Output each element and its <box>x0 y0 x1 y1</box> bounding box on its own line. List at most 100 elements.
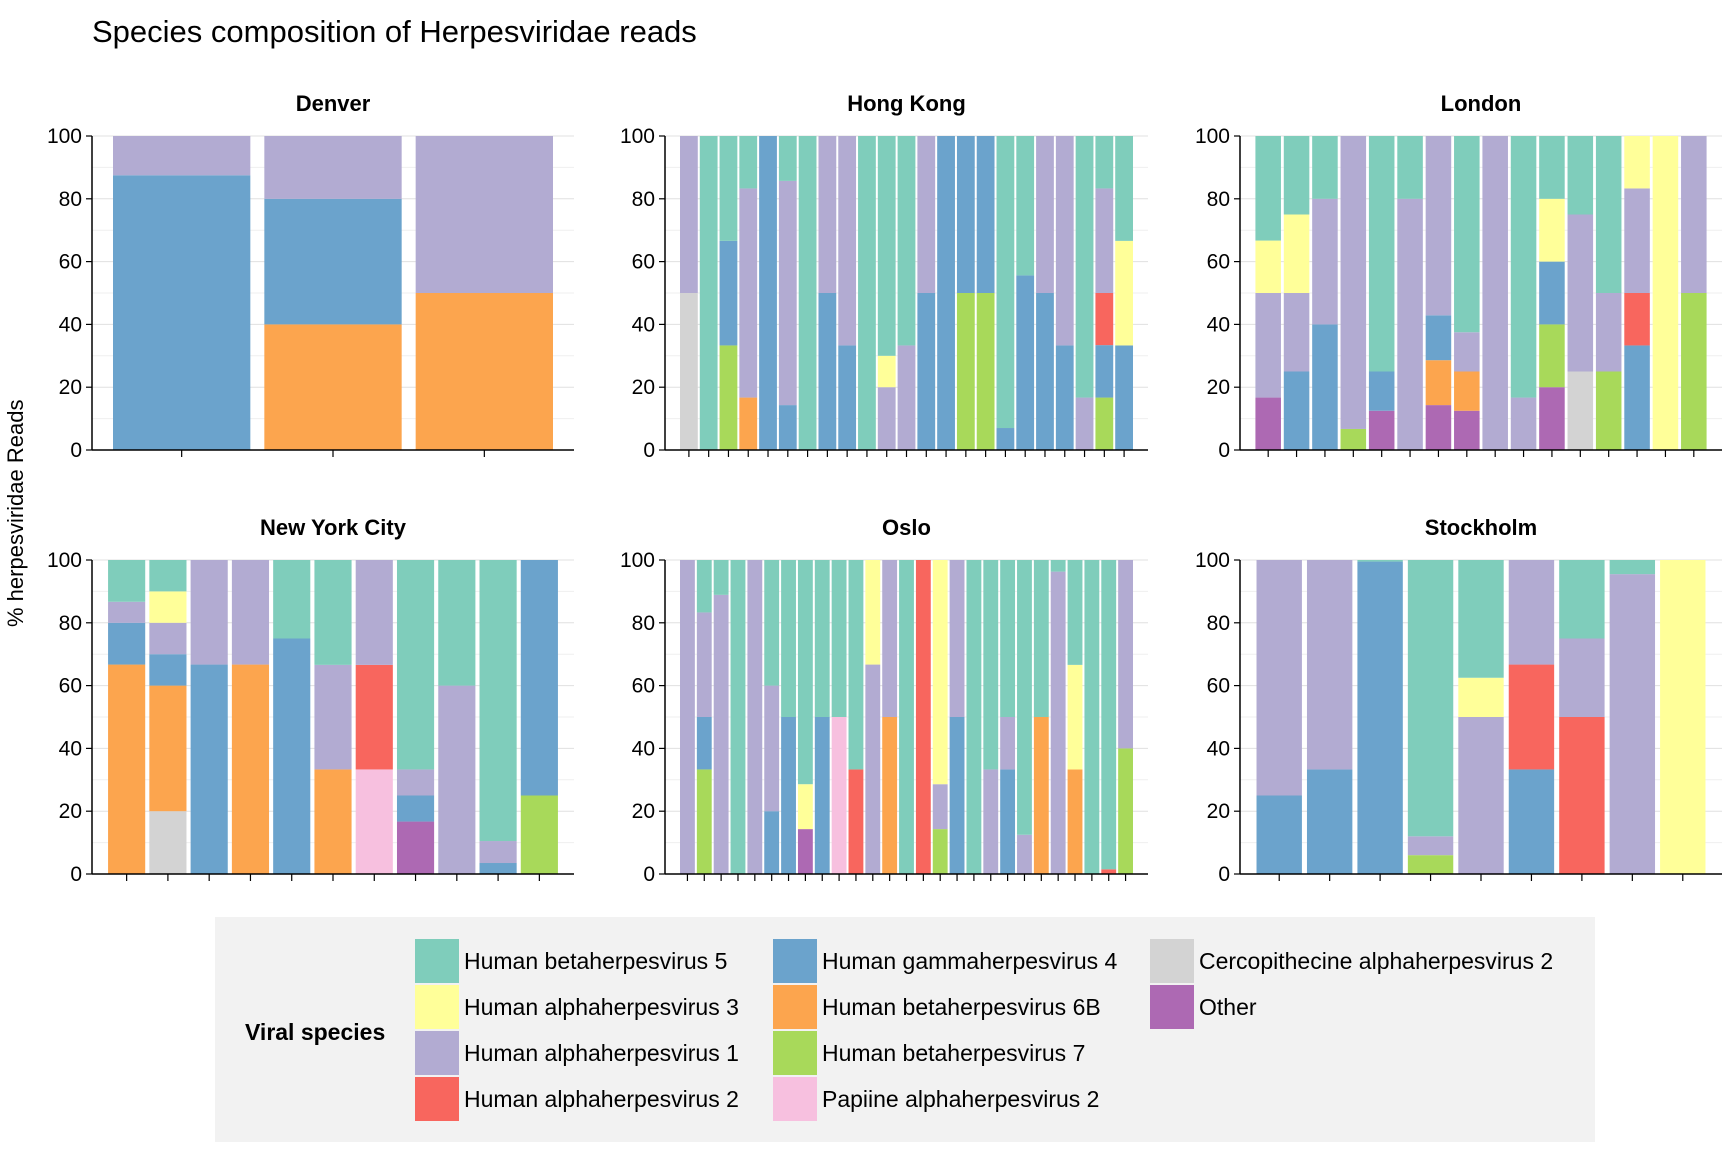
bar-segment <box>1283 136 1310 215</box>
y-tick-label: 60 <box>1207 675 1230 698</box>
bar-segment <box>520 560 558 796</box>
bar-segment <box>264 198 402 325</box>
bar-segment <box>1306 769 1353 874</box>
bar-segment <box>231 664 270 874</box>
bar-segment <box>1609 560 1656 575</box>
bar-segment <box>415 293 553 450</box>
y-tick-label: 0 <box>643 863 655 886</box>
bar-segment <box>713 560 729 595</box>
legend-swatch <box>773 939 817 983</box>
bar-segment <box>149 591 187 623</box>
bar-segment <box>396 795 435 822</box>
bar-segment <box>1595 136 1622 293</box>
bar-segment <box>699 136 718 450</box>
bar-segment <box>438 685 476 874</box>
bar-segment <box>739 136 758 189</box>
y-tick-label: 80 <box>59 188 82 211</box>
bar-segment <box>1357 560 1403 562</box>
bar-segment <box>1559 717 1605 874</box>
chart-title: Species composition of Herpesviridae rea… <box>92 14 697 49</box>
bar-segment <box>108 622 146 665</box>
y-tick-label: 100 <box>1195 125 1230 148</box>
bar-segment <box>1508 769 1555 874</box>
legend: Viral species Human betaherpesvirus 5 Hum… <box>215 917 1595 1142</box>
bar-segment <box>1055 345 1074 450</box>
y-tick-label: 40 <box>1207 313 1230 336</box>
bar-segment <box>314 664 352 770</box>
bar-segment <box>520 795 558 874</box>
legend-label: Other <box>1199 993 1257 1020</box>
bar-segment <box>899 560 914 874</box>
y-tick-label: 0 <box>643 439 655 462</box>
bar-segment <box>1067 769 1083 874</box>
bar-segment <box>798 136 817 450</box>
bar-segment <box>1425 405 1452 450</box>
bar-segment <box>739 397 758 450</box>
bar-segment <box>1660 560 1706 874</box>
bar-segment <box>1118 748 1133 874</box>
bar-segment <box>149 622 187 655</box>
bar-segment <box>1050 560 1066 572</box>
bar-segment <box>1095 188 1114 293</box>
bar-segment <box>1055 136 1074 346</box>
y-tick-label: 60 <box>632 675 655 698</box>
bar-segment <box>1454 136 1480 333</box>
bar-segment <box>1595 293 1622 372</box>
y-tick-label: 80 <box>1207 188 1230 211</box>
legend-item: Human alphaherpesvirus 2 <box>415 1077 739 1121</box>
bar-segment <box>1050 571 1066 874</box>
legend-label: Human alphaherpesvirus 2 <box>464 1085 739 1112</box>
bar-segment <box>976 293 995 450</box>
bar-segment <box>858 136 876 450</box>
y-tick-label: 40 <box>632 313 655 336</box>
bar-segment <box>1482 136 1508 450</box>
bar-segment <box>355 560 393 665</box>
legend-label: Human betaherpesvirus 6B <box>822 993 1101 1020</box>
bar-segment <box>797 829 813 874</box>
bar-segment <box>1368 136 1395 372</box>
bar-segment <box>1340 136 1367 429</box>
bar-segment <box>730 560 746 874</box>
legend-label: Human betaherpesvirus 5 <box>464 947 728 974</box>
panel-title: Denver <box>296 91 371 116</box>
bar-segment <box>396 560 435 770</box>
bar-segment <box>781 560 796 717</box>
bar-segment <box>1340 428 1367 450</box>
bar-segment <box>966 560 982 874</box>
bar-segment <box>1425 360 1452 406</box>
bar-segment <box>838 345 857 450</box>
bar-segment <box>1256 795 1302 874</box>
bar-segment <box>1255 293 1281 398</box>
bar-segment <box>1454 410 1480 450</box>
bar-segment <box>719 240 738 346</box>
bar-segment <box>1458 677 1504 717</box>
bar-segment <box>1397 198 1423 450</box>
bar-segment <box>814 717 830 874</box>
y-tick-label: 60 <box>59 251 82 274</box>
y-tick-label: 40 <box>59 313 82 336</box>
bar-segment <box>759 136 777 450</box>
bar-segment <box>797 784 813 830</box>
bar-segment <box>1095 293 1114 346</box>
legend-label: Human alphaherpesvirus 3 <box>464 993 739 1020</box>
bar-segment <box>1075 397 1094 450</box>
bar-segment <box>1559 638 1605 717</box>
bar-segment <box>1539 387 1565 450</box>
bar-segment <box>113 175 251 450</box>
panel-title: New York City <box>260 515 407 540</box>
bar-segment <box>479 841 517 864</box>
legend-item: Human alphaherpesvirus 1 <box>415 1031 739 1075</box>
bar-segment <box>1033 717 1049 874</box>
y-tick-label: 20 <box>59 800 82 823</box>
bar-segment <box>882 717 898 874</box>
y-tick-label: 0 <box>70 439 82 462</box>
bar-segment <box>696 560 712 613</box>
bar-segment <box>1312 324 1338 450</box>
bar-segment <box>1510 397 1537 450</box>
legend-swatch <box>773 1077 817 1121</box>
bar-segment <box>739 188 758 398</box>
bar-segment <box>1624 188 1650 293</box>
bar-segment <box>1115 136 1133 241</box>
panel-title: London <box>1441 91 1522 116</box>
bar-segment <box>1368 371 1395 411</box>
